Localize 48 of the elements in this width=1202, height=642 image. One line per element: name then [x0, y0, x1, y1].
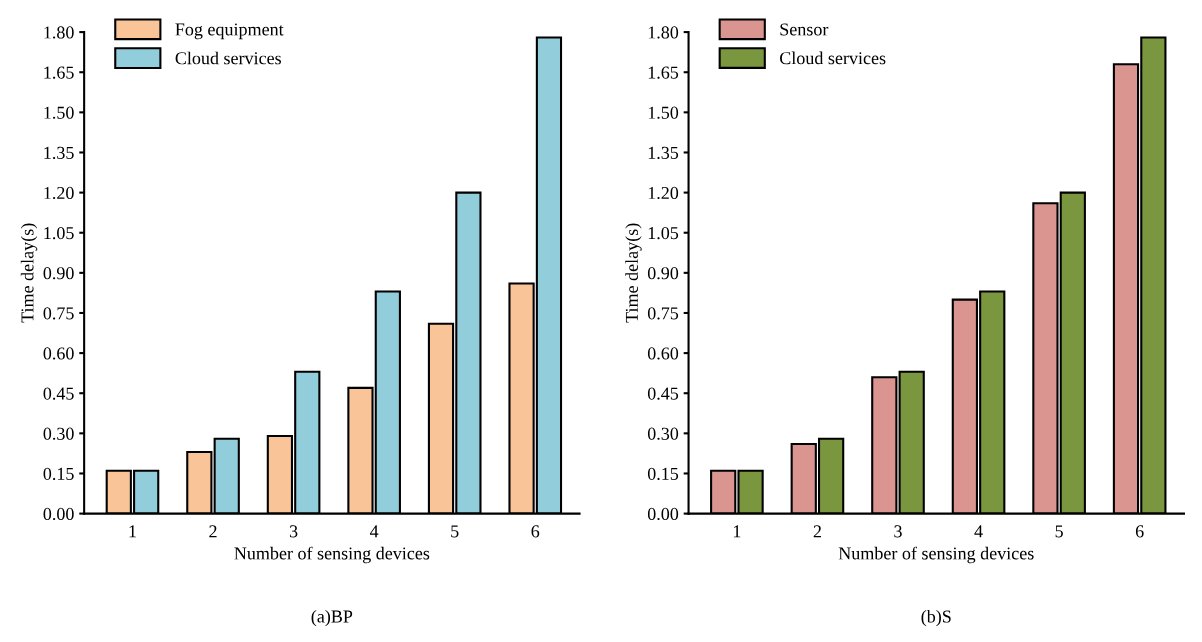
y-tick-label: 1.35 — [44, 146, 74, 159]
y-tick-label: 0.30 — [43, 427, 74, 440]
y-tick-label: 1.65 — [648, 66, 679, 79]
legend-label: Cloud services — [779, 51, 886, 65]
y-tick-label: 1.50 — [44, 106, 74, 119]
x-tick-label: 1 — [733, 525, 741, 538]
y-tick-label: 0.75 — [43, 307, 74, 320]
y-tick-label: 0.90 — [43, 267, 74, 280]
y-tick-label: 0.45 — [647, 387, 679, 400]
x-axis-title: Number of sensing devices — [234, 546, 430, 564]
x-tick-label: 4 — [369, 525, 379, 538]
x-tick-label: 4 — [974, 525, 983, 538]
y-tick-label: 1.20 — [648, 186, 679, 200]
x-tick-label: 6 — [1135, 525, 1144, 538]
x-axis-title: Number of sensing devices — [838, 546, 1034, 564]
y-tick-label: 1.05 — [648, 226, 679, 240]
y-tick-label: 1.35 — [648, 146, 679, 159]
y-axis-title: Time delay(s) — [20, 223, 38, 323]
legend-label: Cloud services — [175, 51, 281, 65]
y-tick-label: 1.65 — [44, 66, 74, 79]
x-tick-label: 2 — [813, 525, 821, 538]
text: (b)S — [921, 609, 951, 627]
y-tick-label: 1.20 — [44, 186, 74, 200]
y-tick-label: 0.00 — [43, 507, 74, 521]
y-tick-label: 1.80 — [648, 26, 679, 39]
y-tick-label: 1.80 — [44, 26, 74, 39]
y-tick-label: 0.75 — [647, 307, 679, 320]
y-tick-label: 0.45 — [43, 387, 74, 400]
y-axis-title: Time delay(s) — [625, 223, 642, 323]
y-tick-label: 0.15 — [43, 467, 74, 480]
x-tick-label: 3 — [289, 525, 298, 538]
legend-label: Fog equipment — [175, 23, 284, 40]
text: (a)BP — [311, 609, 353, 627]
y-tick-label: 1.05 — [44, 226, 74, 240]
y-tick-label: 0.90 — [647, 267, 679, 280]
x-tick-label: 3 — [894, 525, 902, 538]
x-tick-label: 5 — [1055, 525, 1063, 538]
y-tick-label: 0.60 — [647, 347, 679, 360]
y-tick-label: 0.30 — [647, 427, 679, 440]
legend-label: Sensor — [780, 23, 829, 36]
y-tick-label: 0.15 — [647, 467, 679, 480]
y-tick-label: 0.60 — [43, 347, 74, 360]
y-tick-label: 0.00 — [647, 507, 679, 521]
y-tick-label: 1.50 — [648, 106, 679, 119]
x-tick-label: 5 — [451, 525, 459, 538]
x-tick-label: 1 — [129, 525, 136, 538]
x-tick-label: 2 — [209, 525, 217, 538]
x-tick-label: 6 — [531, 525, 540, 538]
